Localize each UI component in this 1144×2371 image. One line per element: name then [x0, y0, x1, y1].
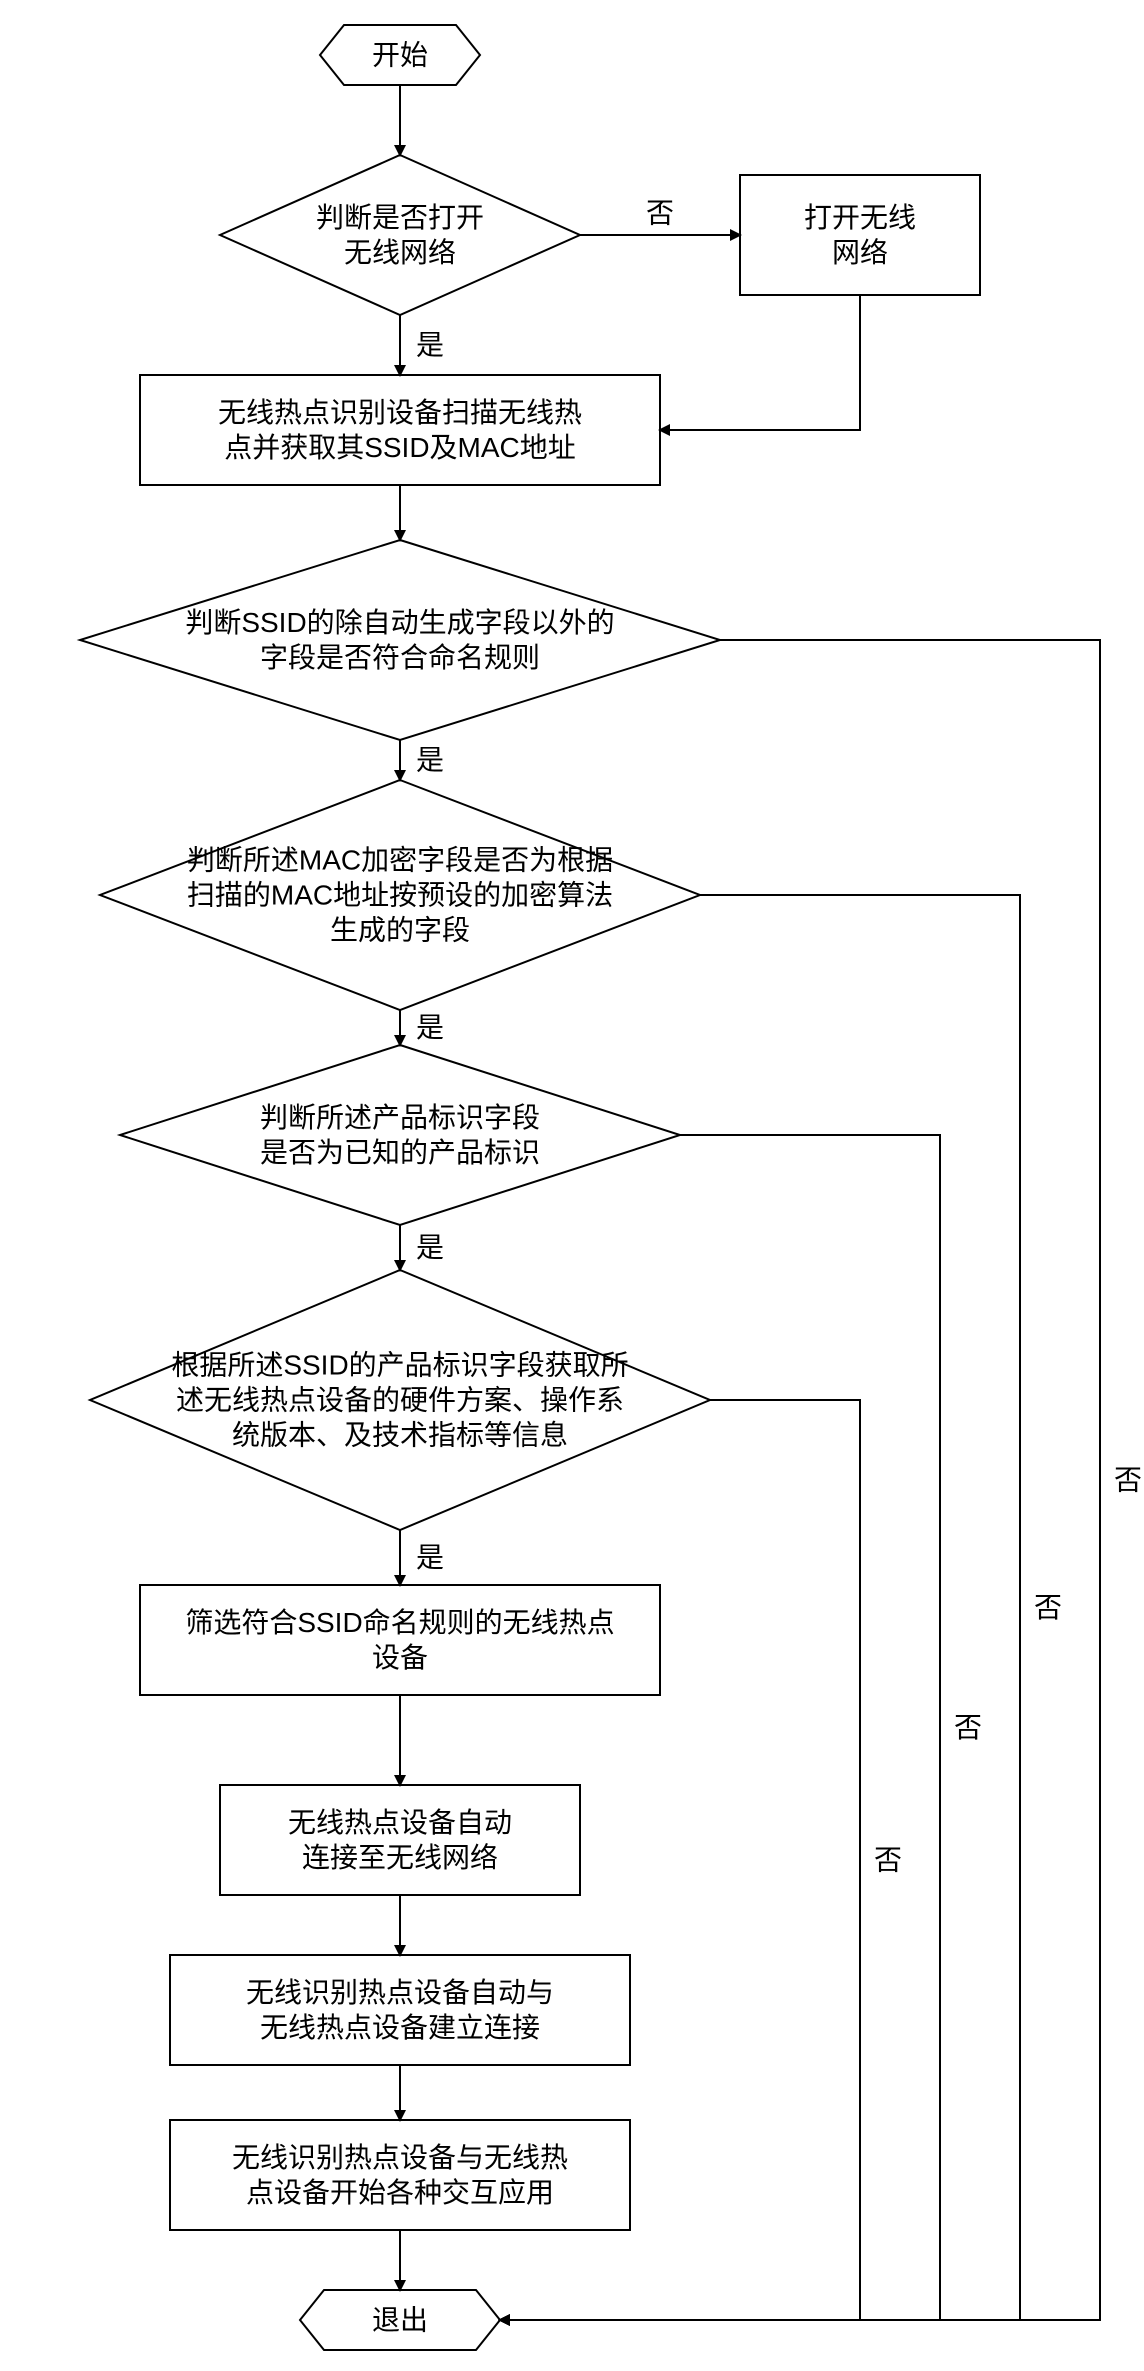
d_info-text: 统版本、及技术指标等信息 — [232, 1420, 568, 1451]
edge-label-2: 否 — [646, 198, 674, 229]
edge-label-8: 是 — [416, 1542, 444, 1573]
scan-box — [140, 375, 660, 485]
d_wifi-diamond — [220, 155, 580, 315]
edge-label-5: 是 — [416, 745, 444, 776]
edge-label-7: 是 — [416, 1232, 444, 1263]
d_info-text: 述无线热点设备的硬件方案、操作系 — [176, 1385, 624, 1416]
d_wifi-text: 无线网络 — [344, 237, 456, 268]
build-text: 无线识别热点设备自动与 — [246, 1977, 554, 2008]
d_ssid-diamond — [80, 540, 720, 740]
interact-text: 无线识别热点设备与无线热 — [232, 2142, 568, 2173]
edge-label-6: 是 — [416, 1012, 444, 1043]
build-box — [170, 1955, 630, 2065]
interact-box — [170, 2120, 630, 2230]
filter-box — [140, 1585, 660, 1695]
d_info-text: 根据所述SSID的产品标识字段获取所 — [171, 1350, 628, 1381]
d_prod-text: 判断所述产品标识字段 — [260, 1102, 540, 1133]
autoconn-text: 连接至无线网络 — [302, 1842, 498, 1873]
scan-text: 点并获取其SSID及MAC地址 — [224, 432, 576, 463]
d_mac-text: 生成的字段 — [330, 915, 470, 946]
no-label-d_prod: 否 — [954, 1712, 982, 1743]
filter-text: 设备 — [372, 1642, 428, 1673]
d_ssid-text: 字段是否符合命名规则 — [260, 642, 540, 673]
d_wifi-text: 判断是否打开 — [316, 202, 484, 233]
filter-text: 筛选符合SSID命名规则的无线热点 — [185, 1607, 614, 1638]
edge-openwifi-scan — [660, 295, 860, 430]
d_prod-diamond — [120, 1045, 680, 1225]
openwifi-box — [740, 175, 980, 295]
d_ssid-text: 判断SSID的除自动生成字段以外的 — [185, 607, 614, 638]
edge-label-1: 是 — [416, 330, 444, 361]
d_mac-text: 判断所述MAC加密字段是否为根据 — [187, 845, 613, 876]
autoconn-text: 无线热点设备自动 — [288, 1807, 512, 1838]
autoconn-box — [220, 1785, 580, 1895]
build-text: 无线热点设备建立连接 — [260, 2012, 540, 2043]
openwifi-text: 网络 — [832, 237, 888, 268]
no-label-d_mac: 否 — [1034, 1592, 1062, 1623]
no-label-d_info: 否 — [874, 1845, 902, 1876]
scan-text: 无线热点识别设备扫描无线热 — [218, 397, 582, 428]
interact-text: 点设备开始各种交互应用 — [246, 2177, 554, 2208]
flowchart-canvas: 开始判断是否打开无线网络 打开无线网络无线热点识别设备扫描无线热点并获取其SSID… — [0, 0, 1144, 2371]
d_mac-text: 扫描的MAC地址按预设的加密算法 — [187, 880, 613, 911]
exit-text: 退出 — [372, 2305, 428, 2336]
d_prod-text: 是否为已知的产品标识 — [260, 1137, 540, 1168]
openwifi-text: 打开无线 — [804, 202, 916, 233]
no-label-d_ssid: 否 — [1114, 1465, 1142, 1496]
start-text: 开始 — [372, 40, 428, 71]
